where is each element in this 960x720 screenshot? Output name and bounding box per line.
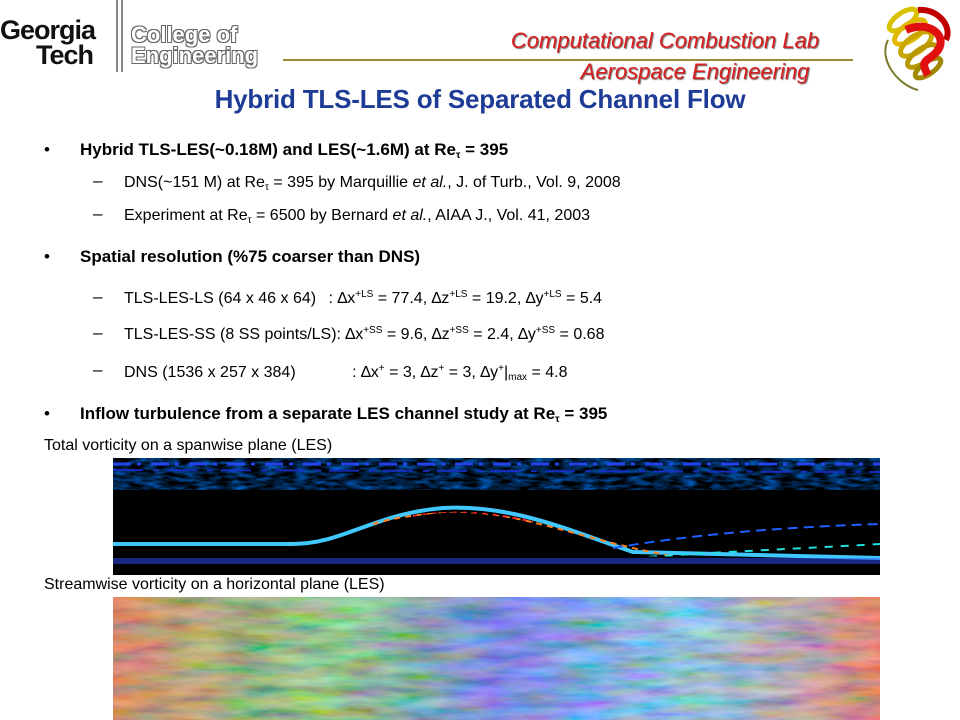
logo-georgia-text: Georgia [0,15,96,45]
lab-name: Computational Combustion Lab Aerospace E… [470,25,860,87]
bullet-icon: • [44,140,50,159]
lab-line-1: Computational Combustion Lab [510,28,820,53]
logo-college-of-text: College of [131,22,238,47]
resolution-row-1: TLS-LES-LS (64 x 46 x 64) : ∆x+LS = 77.4… [124,289,603,308]
dash-icon: – [93,323,103,342]
streamwise-vorticity-plot [113,597,880,720]
figure-2-caption: Streamwise vorticity on a horizontal pla… [44,576,385,593]
slide-title: Hybrid TLS-LES of Separated Channel Flow [214,84,746,114]
lab-line-2: Aerospace Engineering [580,59,810,84]
flame-vortex-icon [884,6,951,91]
resolution-row-3: DNS (1536 x 257 x 384) : ∆x+ = 3, ∆z+ = … [124,363,568,383]
dash-icon: – [93,287,103,306]
logo-engineering-text: Engineering [131,43,259,68]
georgia-tech-logo: Georgia Tech [0,15,112,70]
logo-tech-text: Tech [36,40,94,70]
bullet-icon: • [44,404,50,423]
bullet-3-text: Inflow turbulence from a separate LES ch… [80,404,608,425]
bullet-1-text: Hybrid TLS-LES(~0.18M) and LES(~1.6M) at… [80,140,509,161]
logo-divider [116,0,123,72]
bullet-1-sub-1: DNS(~151 M) at Reτ = 395 by Marquillie e… [124,174,621,193]
dash-icon: – [93,171,103,190]
dash-icon: – [93,360,103,379]
vorticity-spanwise-plot [113,458,880,575]
bullet-icon: • [44,247,50,266]
header-rule [283,59,853,61]
bullet-1-sub-2: Experiment at Reτ = 6500 by Bernard et a… [124,207,591,226]
dash-icon: – [93,204,103,223]
college-of-engineering-logo: College of Engineering [131,22,281,68]
figure-1-caption: Total vorticity on a spanwise plane (LES… [44,437,333,454]
resolution-row-2: TLS-LES-SS (8 SS points/LS): ∆x+SS = 9.6… [124,325,605,344]
bullet-2-text: Spatial resolution (%75 coarser than DNS… [80,247,421,266]
